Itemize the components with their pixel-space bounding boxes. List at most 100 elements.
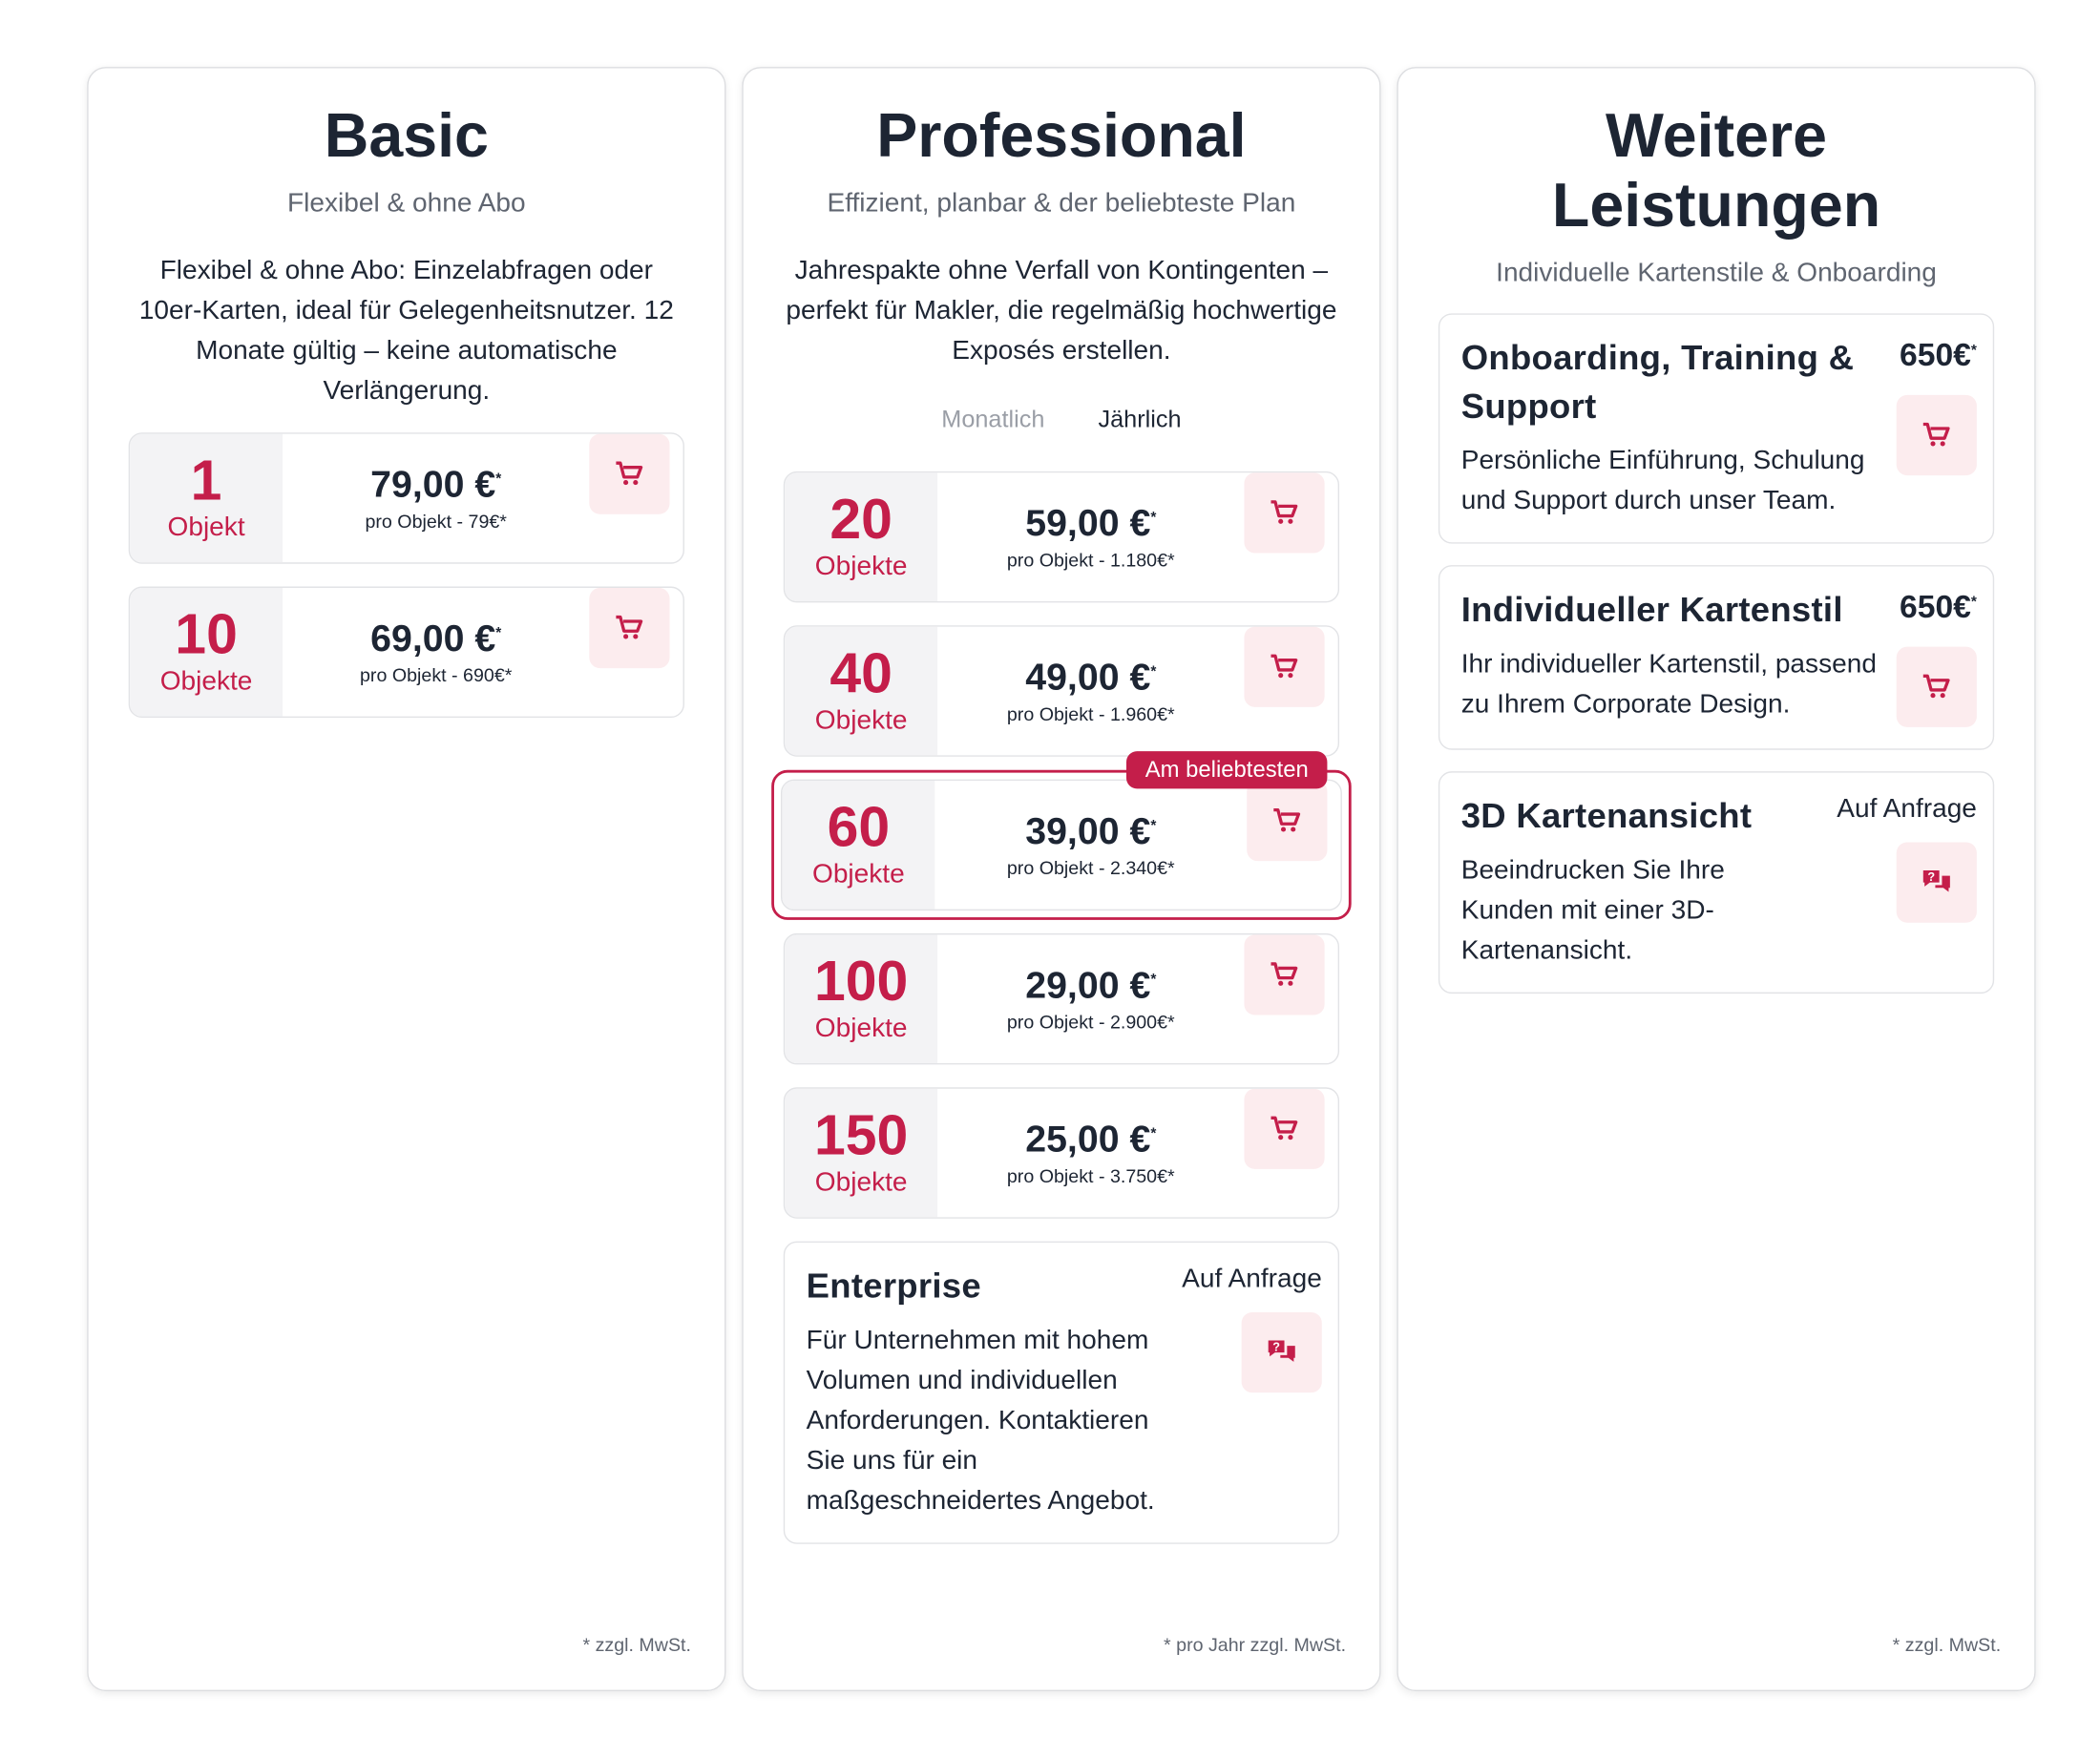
service-text: 3D Kartenansicht Beeindrucken Sie Ihre Ku… <box>1461 791 1823 971</box>
price-cell: 29,00 €* pro Objekt - 2.900€* <box>937 934 1244 1063</box>
contact-button[interactable]: ? <box>1241 1311 1322 1393</box>
package-row: 60 Objekte 39,00 €* pro Objekt - 2.340€* <box>780 779 1342 911</box>
icon <box>616 615 643 639</box>
service-price-value: 650€ <box>1899 589 1971 626</box>
icon <box>1278 518 1284 524</box>
cart-button[interactable] <box>1244 472 1325 554</box>
icon: ? <box>1922 869 1950 892</box>
quantity: 1 <box>190 449 222 512</box>
price-cell: 25,00 €* pro Objekt - 3.750€* <box>937 1089 1244 1218</box>
cart-button[interactable] <box>1244 1088 1325 1169</box>
service-price: Auf Anfrage <box>1182 1262 1322 1296</box>
service-description: Ihr individueller Kartenstil, passend zu… <box>1460 649 1877 720</box>
service-text: Individueller Kartenstil Ihr individuelle… <box>1461 585 1883 727</box>
icon <box>1278 980 1284 986</box>
service-text: Onboarding, Training & Support Persönlich… <box>1461 333 1883 520</box>
package-list: 1 Objekt 79,00 €* pro Objekt - 79€* 10 Objekt… <box>128 432 684 719</box>
cart-button[interactable] <box>1896 646 1977 727</box>
service-price: 650€* <box>1900 333 1977 379</box>
icon <box>1280 827 1287 832</box>
package-list: Onboarding, Training & Support Persönlich… <box>1438 313 1995 994</box>
package-list: 20 Objekte 59,00 €* pro Objekt - 1.180€* 40 O… <box>771 471 1352 1544</box>
pricing-cards: Basic Flexibel & ohne Abo Flexibel & ohne … <box>87 67 2036 1692</box>
footnote: * zzgl. MwSt. <box>1892 1633 2002 1656</box>
icon <box>1270 1116 1298 1134</box>
service-price-value: 650€ <box>1899 337 1971 374</box>
icon <box>1288 980 1293 986</box>
price: 69,00 €* <box>370 616 501 661</box>
service-price-value: Auf Anfrage <box>1837 794 1977 824</box>
price-note: * <box>1150 663 1157 680</box>
price-note: * <box>1150 818 1157 835</box>
unit: Objekt <box>167 513 245 543</box>
package-row: 10 Objekte 69,00 €* pro Objekt - 690€* <box>128 586 684 719</box>
unit: Objekte <box>814 552 908 581</box>
cart-button[interactable] <box>1896 394 1977 476</box>
plan-subtitle: Effizient, planbar & der beliebteste Pla… <box>827 188 1296 219</box>
service-title: Individueller Kartenstil <box>1460 589 1843 630</box>
service-description: Persönliche Einführung, Schulung und Sup… <box>1460 446 1865 516</box>
icon: ? <box>1268 1340 1295 1362</box>
plan-description: Jahrespakte ohne Verfall von Kontingente… <box>786 255 1337 366</box>
price: 39,00 €* <box>1025 808 1156 854</box>
quantity-cell: 40 Objekte <box>785 626 938 756</box>
service-price-value: Auf Anfrage <box>1182 1264 1322 1294</box>
quantity-cell: 20 Objekte <box>785 472 938 601</box>
price: 59,00 €* <box>1025 501 1156 547</box>
footnote: * pro Jahr zzgl. MwSt. <box>1164 1633 1347 1656</box>
icon <box>1930 441 1936 447</box>
price-cell: 39,00 €* pro Objekt - 2.340€* <box>934 781 1247 910</box>
icon <box>633 480 639 486</box>
quantity-cell: 150 Objekte <box>785 1088 938 1218</box>
icon <box>1268 1340 1285 1357</box>
icon <box>1278 673 1284 679</box>
price-value: 29,00 € <box>1025 964 1151 1006</box>
icon <box>616 461 643 479</box>
quantity: 40 <box>830 641 892 705</box>
plan-subtitle: Flexibel & ohne Abo <box>287 188 526 219</box>
cart-button[interactable] <box>1244 626 1325 707</box>
highlight: Am beliebtesten 60 Objekte 39,00 €* pro Obje… <box>771 751 1352 920</box>
price-note: * <box>495 625 502 642</box>
toggle-option[interactable]: Monatlich <box>941 406 1045 433</box>
quantity-cell: 10 Objekte <box>130 587 284 717</box>
icon <box>1940 441 1945 447</box>
quantity-cell: 60 Objekte <box>782 780 935 910</box>
unit: Objekte <box>811 859 905 889</box>
plan-title: Basic <box>324 100 489 171</box>
contact-button[interactable]: ? <box>1896 842 1977 923</box>
package-row: 1 Objekt 79,00 €* pro Objekt - 79€* <box>128 432 684 564</box>
unit: Objekte <box>159 666 253 697</box>
badge: Am beliebtesten <box>1126 751 1328 789</box>
plan-card: Weitere Leistungen Individuelle Kartensti… <box>1396 67 2036 1692</box>
icon <box>623 480 629 486</box>
price-cell: 49,00 €* pro Objekt - 1.960€* <box>937 627 1244 756</box>
price-detail: pro Objekt - 3.750€* <box>1006 1164 1175 1187</box>
price-cell: 79,00 €* pro Objekt - 79€* <box>283 434 589 563</box>
icon <box>1273 807 1301 826</box>
icon <box>1270 654 1298 679</box>
icon <box>1270 962 1298 980</box>
package-row: 40 Objekte 49,00 €* pro Objekt - 1.960€* <box>783 625 1340 757</box>
icon <box>1288 518 1293 524</box>
price-note: * <box>1150 972 1157 989</box>
price-detail: pro Objekt - 2.900€* <box>1006 1011 1175 1033</box>
icon <box>1922 869 1940 887</box>
service-box: 3D Kartenansicht Beeindrucken Sie Ihre Ku… <box>1438 771 1995 994</box>
quantity: 100 <box>813 949 909 1013</box>
icon <box>1922 674 1950 692</box>
cart-button[interactable] <box>1247 780 1328 862</box>
price-value: 39,00 € <box>1025 809 1151 852</box>
cart-button[interactable] <box>589 587 670 669</box>
price: 49,00 €* <box>1025 655 1156 701</box>
service-title: Enterprise <box>806 1265 981 1306</box>
icon <box>1922 674 1950 699</box>
cart-button[interactable] <box>1244 934 1325 1015</box>
cart-button[interactable] <box>589 433 670 514</box>
price-value: 49,00 € <box>1025 656 1151 698</box>
service-box: Onboarding, Training & Support Persönlich… <box>1438 313 1995 544</box>
plan-subtitle: Individuelle Kartenstile & Onboarding <box>1496 258 1937 288</box>
toggle-option[interactable]: Jährlich <box>1098 406 1182 433</box>
package-row: 150 Objekte 25,00 €* pro Objekt - 3.750€* <box>783 1087 1340 1219</box>
quantity-cell: 100 Objekte <box>785 934 938 1064</box>
